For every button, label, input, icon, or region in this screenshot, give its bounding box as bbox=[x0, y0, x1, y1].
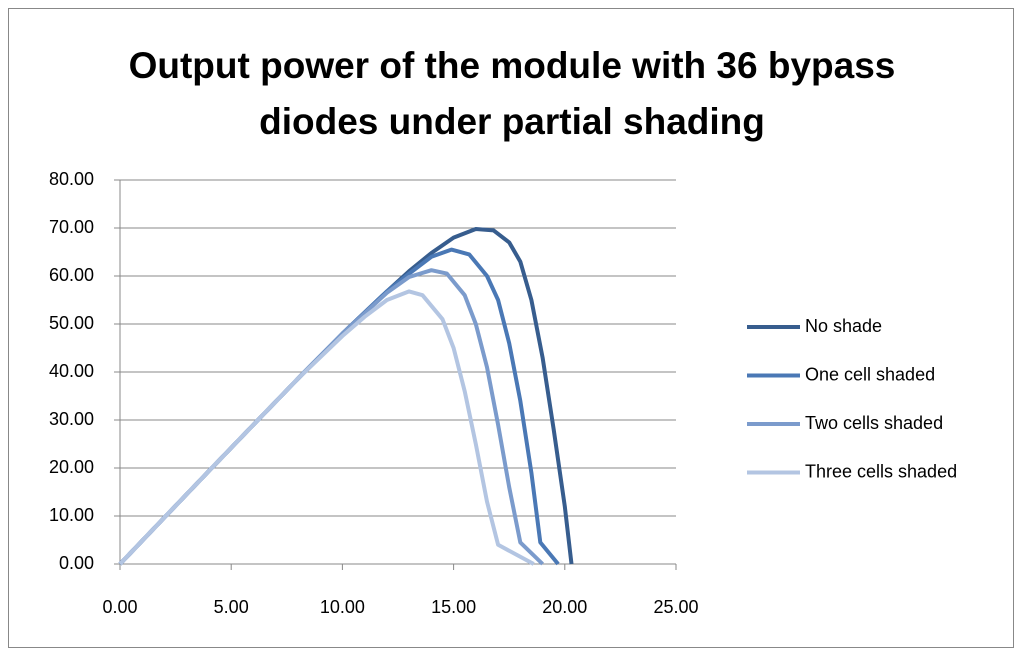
y-tick-label: 60.00 bbox=[49, 265, 94, 285]
x-tick-label: 25.00 bbox=[653, 597, 698, 617]
x-tick-label: 10.00 bbox=[320, 597, 365, 617]
x-tick-label: 5.00 bbox=[214, 597, 249, 617]
y-tick-label: 40.00 bbox=[49, 361, 94, 381]
legend-label: No shade bbox=[805, 316, 882, 336]
line bbox=[118, 227, 574, 566]
y-tick-label: 80.00 bbox=[49, 169, 94, 189]
y-tick-label: 10.00 bbox=[49, 505, 94, 525]
y-tick-label: 50.00 bbox=[49, 313, 94, 333]
x-tick-label: 0.00 bbox=[102, 597, 137, 617]
line bbox=[118, 268, 544, 566]
y-tick-label: 0.00 bbox=[59, 553, 94, 573]
y-tick-label: 30.00 bbox=[49, 409, 94, 429]
y-tick-label: 20.00 bbox=[49, 457, 94, 477]
legend-label: Three cells shaded bbox=[805, 461, 957, 481]
line bbox=[118, 289, 535, 566]
x-tick-label: 15.00 bbox=[431, 597, 476, 617]
y-tick-label: 70.00 bbox=[49, 217, 94, 237]
legend-label: One cell shaded bbox=[805, 364, 935, 384]
chart-title: Output power of the module with 36 bypas… bbox=[128, 45, 896, 142]
x-tick-label: 20.00 bbox=[542, 597, 587, 617]
legend-label: Two cells shaded bbox=[805, 413, 943, 433]
